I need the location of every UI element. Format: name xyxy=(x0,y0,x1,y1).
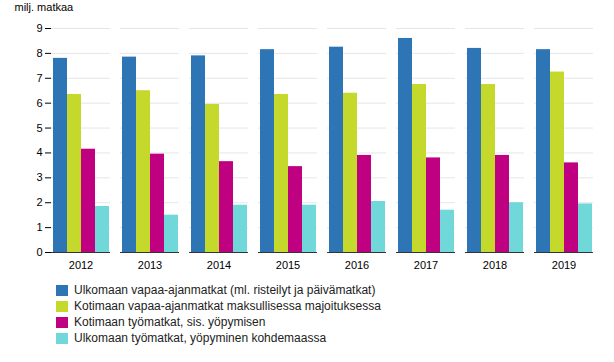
html-text:Kotimaan vapaa-ajanmatkat maks: Kotimaan vapaa-ajanmatkat maksullisessa … xyxy=(74,299,381,313)
svg-text:0: 0 xyxy=(36,246,42,258)
svg-text:2017: 2017 xyxy=(414,259,438,271)
svg-text:2018: 2018 xyxy=(483,259,507,271)
svg-text:4: 4 xyxy=(36,146,42,158)
html-text:Ulkomaan työmatkat, yöpyminen: Ulkomaan työmatkat, yöpyminen kohdemaass… xyxy=(74,331,327,345)
svg-text:9: 9 xyxy=(36,22,42,34)
html-text:Ulkomaan vapaa-ajanmatkat (ml.: Ulkomaan vapaa-ajanmatkat (ml. risteilyt… xyxy=(74,283,376,297)
svg-text:2012: 2012 xyxy=(69,259,93,271)
svg-text:2016: 2016 xyxy=(345,259,369,271)
svg-text:1: 1 xyxy=(36,221,42,233)
svg-text:7: 7 xyxy=(36,72,42,84)
svg-text:milj. matkaa: milj. matkaa xyxy=(15,1,75,13)
svg-text:2015: 2015 xyxy=(276,259,300,271)
html-text:Kotimaan työmatkat, sis. yöpym: Kotimaan työmatkat, sis. yöpymisen xyxy=(74,315,266,329)
svg-text:3: 3 xyxy=(36,171,42,183)
svg-text:6: 6 xyxy=(36,97,42,109)
svg-text:2: 2 xyxy=(36,196,42,208)
svg-text:2019: 2019 xyxy=(552,259,576,271)
svg-text:5: 5 xyxy=(36,122,42,134)
svg-text:8: 8 xyxy=(36,47,42,59)
svg-text:2014: 2014 xyxy=(207,259,231,271)
svg-text:2013: 2013 xyxy=(138,259,162,271)
